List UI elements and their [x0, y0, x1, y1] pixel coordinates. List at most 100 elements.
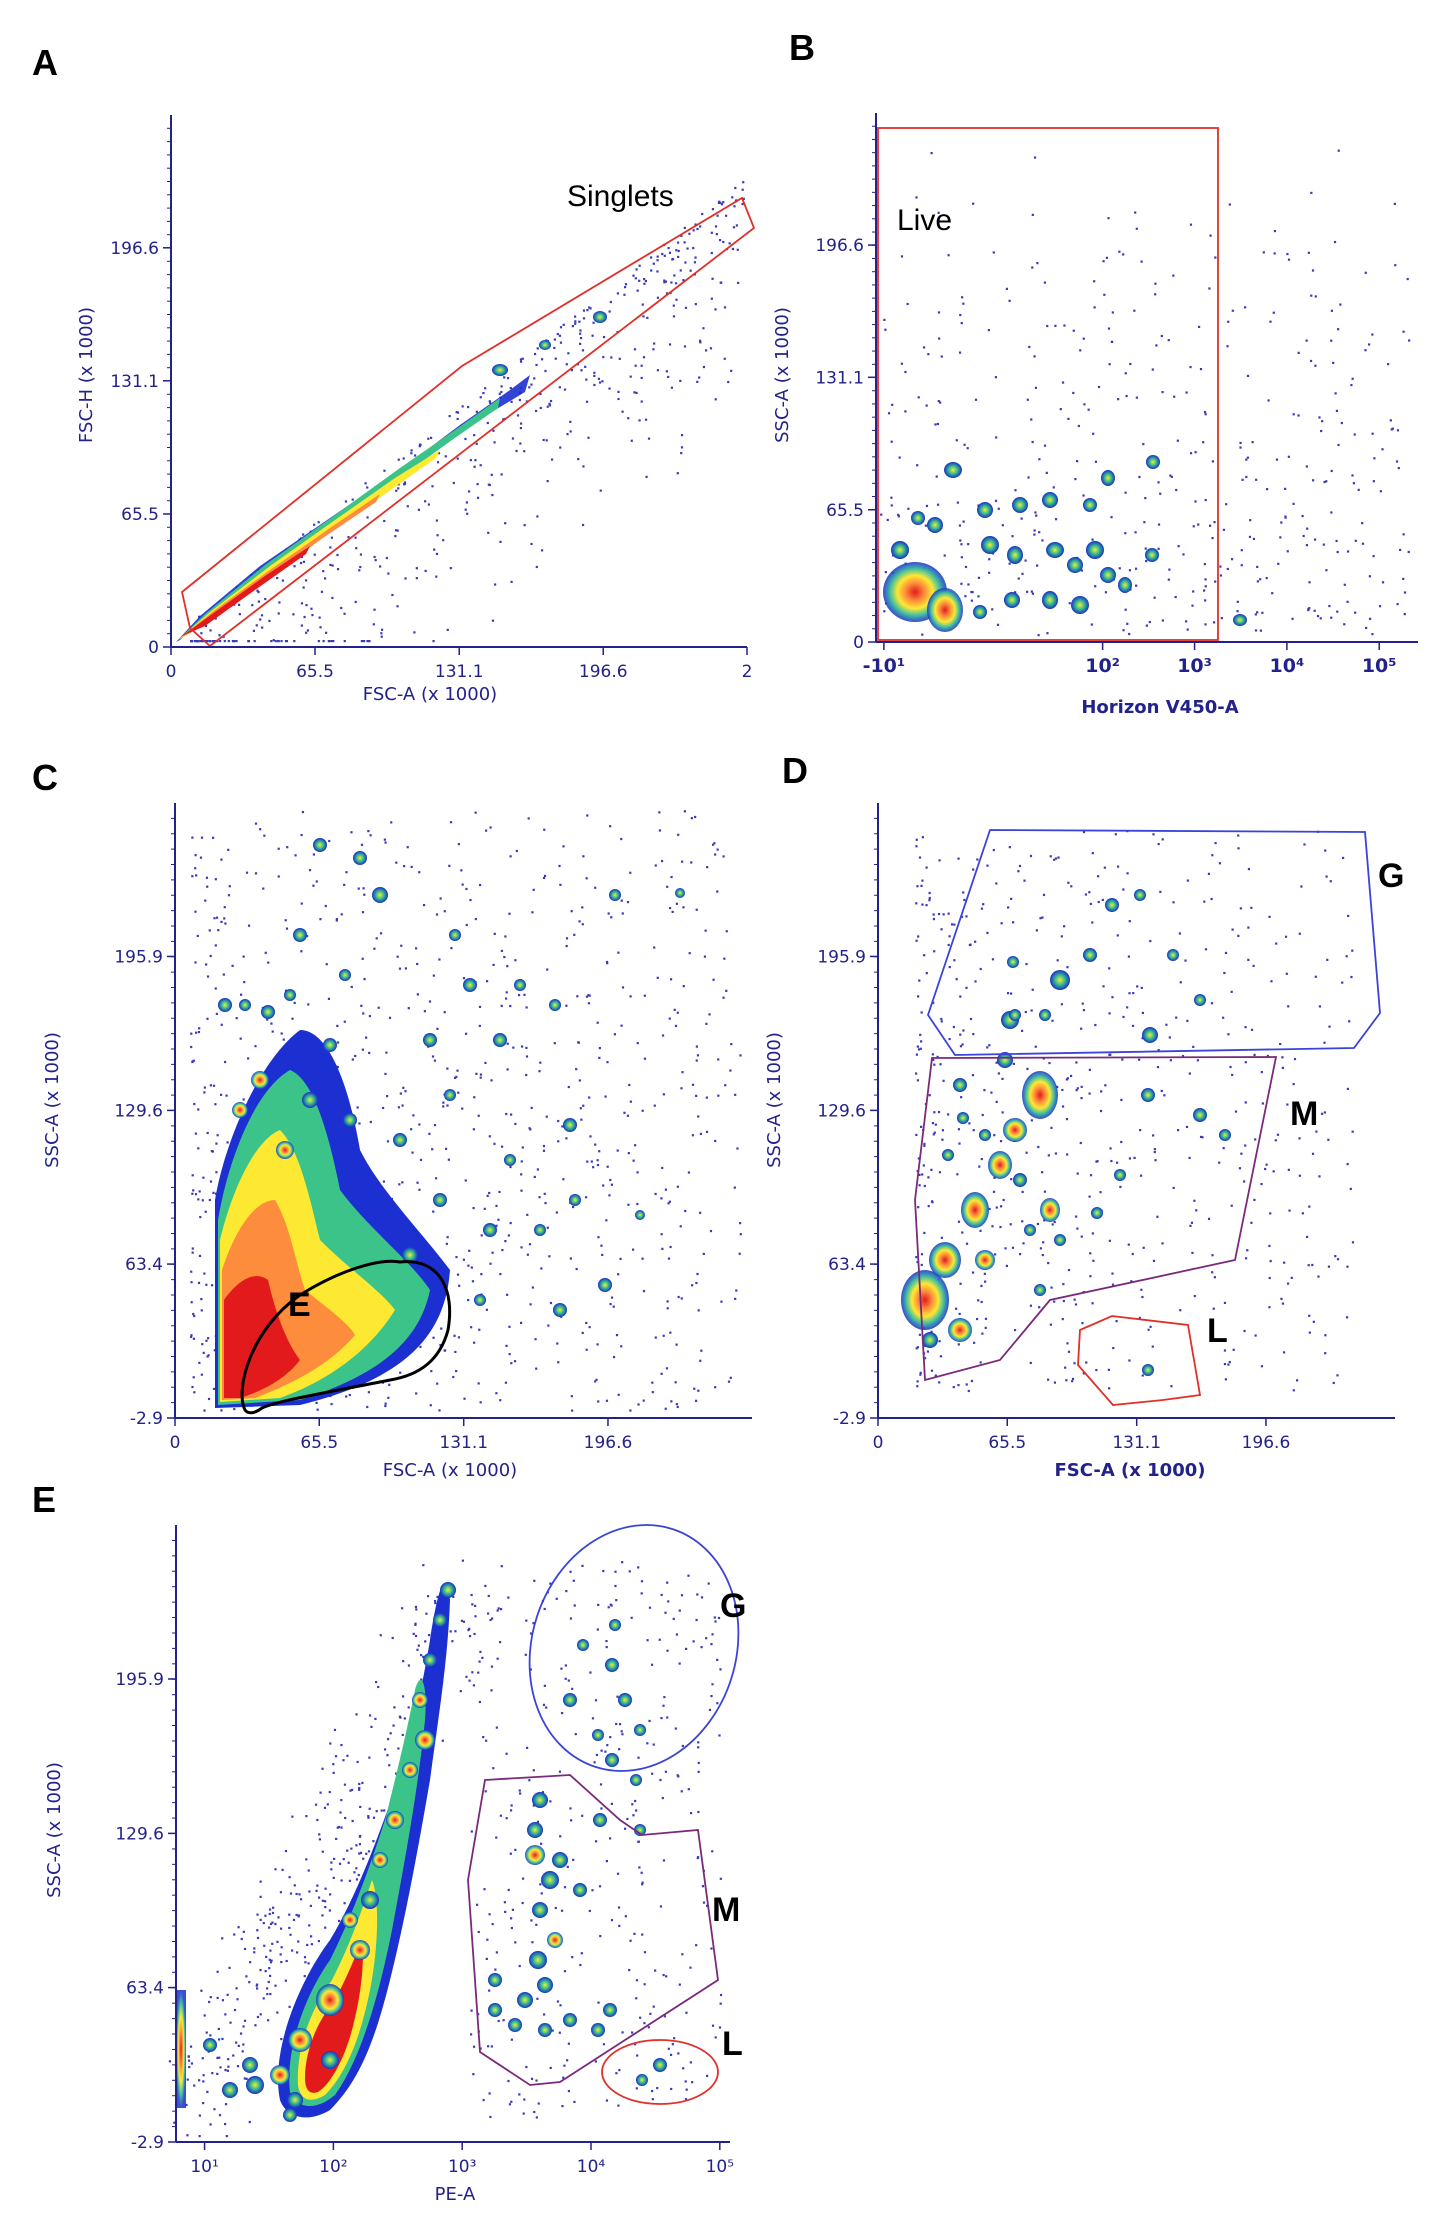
event-dot — [543, 1192, 546, 1195]
event-dot — [627, 417, 630, 420]
event-dot — [396, 605, 399, 608]
event-dot — [488, 1913, 491, 1916]
event-dot — [714, 225, 718, 228]
event-dot — [509, 1852, 512, 1855]
event-dot — [1133, 1156, 1136, 1160]
event-dot — [222, 635, 225, 638]
cluster-blob — [514, 979, 526, 991]
event-dot — [495, 1836, 498, 1839]
event-dot — [635, 2087, 638, 2090]
event-dot — [195, 1031, 198, 1034]
event-dot — [211, 640, 215, 643]
event-dot — [691, 1134, 695, 1137]
event-dot — [606, 1165, 609, 1168]
event-dot — [540, 1842, 543, 1845]
event-dot — [1212, 1307, 1215, 1310]
event-dot — [686, 247, 689, 250]
event-dot — [536, 1820, 540, 1823]
event-dot — [695, 1059, 698, 1062]
event-dot — [368, 1051, 371, 1055]
event-dot — [369, 1714, 372, 1717]
event-dot — [711, 277, 714, 280]
event-dot — [1286, 550, 1289, 553]
event-dot — [493, 1142, 496, 1145]
event-dot — [695, 908, 698, 911]
event-dot — [652, 262, 655, 265]
event-dot — [1024, 1010, 1027, 1014]
event-dot — [212, 1084, 216, 1087]
event-dot — [1185, 1125, 1189, 1129]
event-dot — [1091, 1232, 1094, 1235]
event-dot — [697, 1741, 700, 1744]
event-dot — [422, 1655, 425, 1658]
event-dot — [437, 452, 441, 455]
event-dot — [328, 1790, 331, 1794]
event-dot — [581, 523, 585, 527]
event-dot — [1239, 907, 1242, 910]
event-dot — [1151, 1345, 1154, 1348]
event-dot — [1237, 934, 1240, 937]
event-dot — [525, 1073, 528, 1077]
event-dot — [713, 842, 716, 845]
event-dot — [1267, 399, 1270, 402]
event-dot — [1252, 964, 1255, 967]
event-dot — [599, 1783, 603, 1786]
event-dot — [1305, 544, 1309, 547]
event-dot — [1006, 992, 1010, 995]
event-dot — [1139, 1128, 1142, 1132]
x-tick-label: 196.6 — [584, 1433, 633, 1453]
event-dot — [997, 1072, 1000, 1075]
event-dot — [1053, 1220, 1056, 1224]
event-dot — [478, 1700, 482, 1704]
event-dot — [1079, 1141, 1082, 1145]
event-dot — [1170, 475, 1173, 479]
event-dot — [1239, 446, 1242, 449]
event-dot — [536, 515, 539, 518]
event-dot — [947, 912, 950, 915]
event-dot — [621, 410, 624, 413]
event-dot — [1063, 324, 1066, 327]
event-dot — [667, 1257, 671, 1260]
event-dot — [664, 1611, 667, 1614]
event-dot — [1117, 398, 1120, 401]
event-dot — [203, 1091, 206, 1094]
event-dot — [221, 1999, 225, 2002]
event-dot — [1108, 1239, 1111, 1242]
panel-a-cluster — [492, 364, 508, 376]
event-dot — [1351, 377, 1354, 380]
event-dot — [475, 1903, 479, 1906]
event-dot — [629, 871, 632, 874]
event-dot — [695, 1045, 698, 1048]
event-dot — [419, 1654, 423, 1657]
event-dot — [319, 1791, 322, 1794]
cluster-blob — [592, 1729, 604, 1741]
event-dot — [192, 1376, 195, 1379]
event-dot — [521, 1901, 524, 1905]
event-dot — [617, 951, 620, 954]
event-dot — [406, 846, 409, 849]
event-dot — [190, 2062, 194, 2065]
event-dot — [658, 829, 661, 832]
event-dot — [1364, 349, 1367, 352]
event-dot — [386, 1140, 390, 1143]
event-dot — [1026, 398, 1029, 401]
event-dot — [528, 1779, 531, 1782]
event-dot — [1076, 460, 1079, 463]
event-dot — [585, 378, 588, 381]
event-dot — [499, 1272, 502, 1276]
event-dot — [691, 1083, 695, 1086]
event-dot — [216, 1996, 219, 2000]
event-dot — [1034, 386, 1038, 389]
event-dot — [1047, 1378, 1050, 1381]
cluster-blob — [261, 1005, 275, 1019]
event-dot — [332, 1857, 336, 1860]
event-dot — [1240, 1152, 1243, 1155]
event-dot — [380, 632, 383, 635]
event-dot — [1297, 414, 1300, 417]
event-dot — [559, 341, 563, 344]
event-dot — [240, 1937, 243, 1941]
cluster-blob — [321, 2051, 339, 2069]
event-dot — [1155, 344, 1158, 347]
event-dot — [274, 1868, 277, 1871]
event-dot — [1012, 1062, 1015, 1065]
